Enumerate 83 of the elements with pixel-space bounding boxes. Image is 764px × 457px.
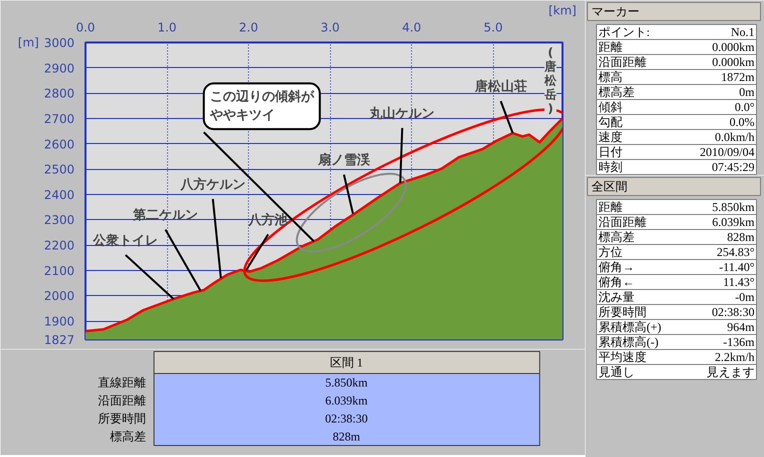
text: 見通し xyxy=(598,365,634,379)
y-tick-label: 2700 xyxy=(44,112,75,126)
text: No.1 xyxy=(730,25,755,39)
text: 254.83° xyxy=(716,245,755,259)
y-tick-label: 2600 xyxy=(44,137,75,152)
text: 828m xyxy=(332,430,361,444)
text: 累積標高(-) xyxy=(598,335,658,349)
x-tick-label: 0.0 xyxy=(76,20,96,34)
annotation: この辺りの傾斜がややキツイ xyxy=(208,88,315,124)
text: 標高 xyxy=(598,70,622,84)
x-tick-label: 1.0 xyxy=(157,20,177,34)
x-tick-label: 2.0 xyxy=(239,20,258,34)
text: 距離 xyxy=(598,200,622,214)
y-tick-label: 1827 xyxy=(44,333,75,347)
y-tick-label: 3000 xyxy=(44,36,75,50)
text: -136m xyxy=(723,335,756,349)
text: 5.850km xyxy=(712,200,756,214)
text: 所要時間 xyxy=(598,305,646,319)
x-axis-title: [km] xyxy=(548,4,577,18)
text: 直線距離 xyxy=(98,376,146,390)
y-tick-label: 2900 xyxy=(44,61,75,76)
annotation: 公衆トイレ xyxy=(92,233,158,248)
text: 俯角← xyxy=(598,275,634,289)
text: 6.039km xyxy=(712,215,756,229)
text: 平均速度 xyxy=(598,350,646,364)
annotation: 唐松山荘 xyxy=(474,78,527,95)
text: -11.40° xyxy=(719,260,755,274)
y-tick-label: 1900 xyxy=(44,314,75,329)
text: 勾配 xyxy=(598,115,622,129)
text: 傾斜 xyxy=(598,100,622,114)
text: 2.2km/h xyxy=(714,350,755,364)
text: マーカー xyxy=(592,4,640,18)
x-tick-label: 5.0 xyxy=(484,20,503,34)
text: 0m xyxy=(739,85,756,99)
y-axis-title: [m] xyxy=(18,36,39,50)
annotation: 丸山ケルン xyxy=(368,106,435,122)
text: 標高差 xyxy=(598,230,634,244)
text: 964m xyxy=(727,320,756,334)
y-tick-label: 2300 xyxy=(44,213,75,228)
text: 標高差 xyxy=(598,85,634,99)
text: 1872m xyxy=(721,70,756,84)
text: 07:45:29 xyxy=(712,160,755,174)
text: 全区間 xyxy=(592,180,628,194)
text: 0.000km xyxy=(712,55,756,69)
y-tick-label: 2100 xyxy=(44,264,75,278)
text: 0.000km xyxy=(712,40,756,54)
x-tick-label: 4.0 xyxy=(402,20,422,34)
x-tick-label: 3.0 xyxy=(320,20,340,34)
text: 沿面距離 xyxy=(98,394,146,408)
text: 速度 xyxy=(598,130,622,144)
text: 俯角→ xyxy=(598,260,634,274)
text: 沿面距離 xyxy=(598,55,646,69)
text: 0.0% xyxy=(730,115,755,129)
annotation: 扇ノ雪渓 xyxy=(316,152,371,168)
text: 時刻 xyxy=(598,160,622,174)
text: 6.039km xyxy=(325,394,368,408)
y-tick-label: 2500 xyxy=(44,162,75,177)
text: 5.850km xyxy=(325,376,368,390)
text: -0m xyxy=(735,290,756,304)
text: 02:38:30 xyxy=(325,412,368,426)
text: 区間 1 xyxy=(330,356,363,370)
text: 標高差 xyxy=(110,430,146,444)
text: 沈み量 xyxy=(598,290,634,304)
text: 累積標高(+) xyxy=(598,320,662,334)
text: 02:38:30 xyxy=(712,305,755,319)
text: 見えます xyxy=(706,365,754,379)
y-tick-label: 2200 xyxy=(44,238,75,253)
annotation: (唐松岳) xyxy=(544,45,558,116)
text: 日付 xyxy=(598,145,622,159)
text: 828m xyxy=(727,230,756,244)
text: 11.43° xyxy=(723,275,755,289)
y-tick-label: 2400 xyxy=(44,188,75,202)
text: 距離 xyxy=(598,40,622,54)
text: 0.0km/h xyxy=(714,130,755,144)
y-tick-label: 2000 xyxy=(44,289,75,304)
y-tick-label: 2800 xyxy=(44,86,75,101)
text: 2010/09/04 xyxy=(700,145,755,159)
text: 方位 xyxy=(598,245,622,259)
annotation: 八方ケルン xyxy=(179,176,246,192)
text: 所要時間 xyxy=(98,412,146,426)
text: 0.0° xyxy=(734,100,755,114)
text: 沿面距離 xyxy=(598,215,646,229)
text: ポイント: xyxy=(598,25,650,39)
